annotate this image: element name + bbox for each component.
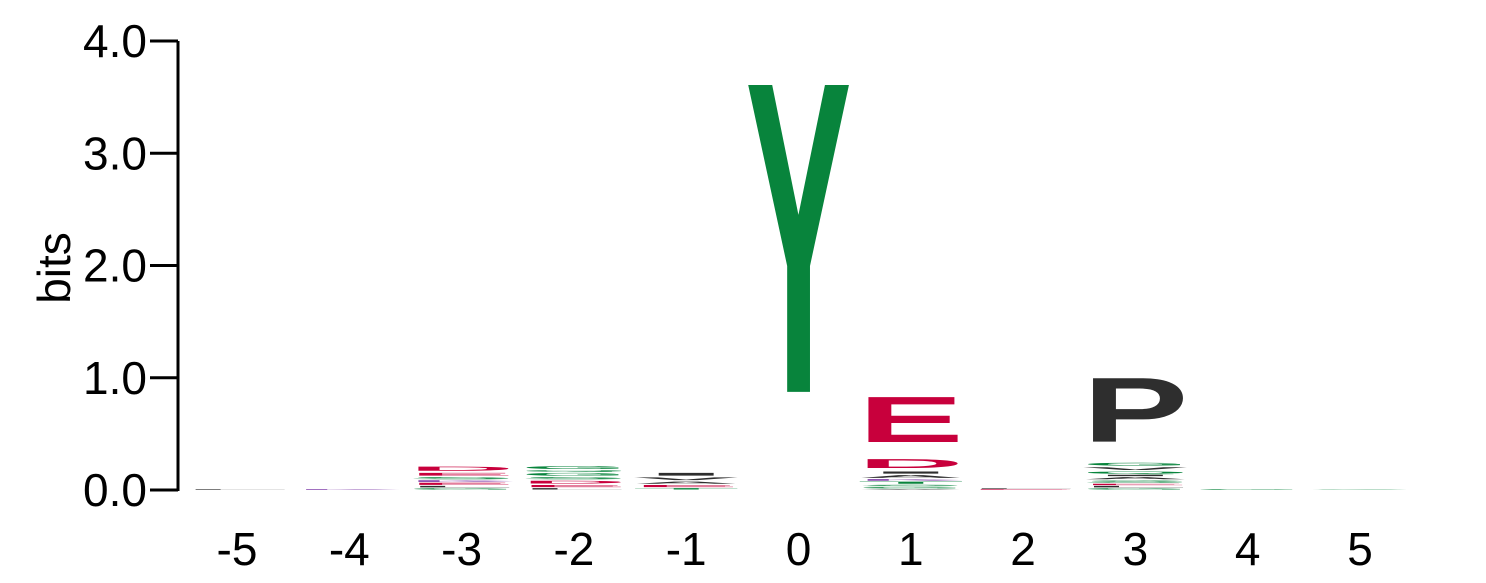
position-label: -2 [553,523,594,575]
y-tick-label: 0.0 [83,464,147,516]
logo-letter-i: I [633,472,739,476]
logo-letter-q: Q [521,470,627,472]
logo-letter-v: V [1082,466,1188,470]
position-label: 3 [1123,523,1149,575]
logo-letter-l: L [970,488,1076,489]
logo-letter-d: D [409,465,515,472]
position-label: -1 [666,523,707,575]
position-label: 4 [1235,523,1261,575]
y-tick-label: 2.0 [83,240,147,292]
logo-letter-i: I [858,471,964,474]
logo-letter-s: S [1082,480,1188,483]
logo-letter-k: K [296,489,402,490]
y-axis: 0.0 1.0 2.0 3.0 4.0 [83,15,180,516]
logo-letter-e: E [409,482,515,485]
logo-letter-s: S [858,484,964,486]
position-label: 1 [898,523,924,575]
logo-letter-t: T [633,488,739,490]
position-label: -4 [329,523,370,575]
logo-letter-d: D [521,480,627,484]
position-label: -3 [441,523,482,575]
logo-letter-e: E [970,489,1076,490]
y-axis-title: bits [28,232,80,304]
y-tick-label: 3.0 [83,127,147,179]
x-axis: -5 -4 -3 -2 -1 0 1 2 3 4 5 [217,523,1373,575]
logo-letter-s: S [521,477,627,480]
position-label: 0 [786,523,812,575]
logo-letter-g: G [858,487,964,489]
logo-letter-p: P [1082,358,1188,462]
logo-letter-g: G [1082,462,1188,466]
logo-letter-g: G [521,472,627,476]
logo-letter-s: S [409,477,515,480]
logo-letter-s: S [1307,489,1413,490]
logo-letter-t: T [858,481,964,484]
logo-letter-l: L [409,486,515,488]
logo-letter-v: V [633,477,739,481]
logo-letter-e: E [1082,483,1188,485]
position-label: -5 [217,523,258,575]
logo-letter-e: E [858,383,964,456]
logo-letter-y: Y [746,0,852,486]
logo-letter-l: L [521,488,627,490]
logo-letter-d: D [858,456,964,471]
logo-letter-k: K [409,480,515,482]
logo-letter-g: G [1195,489,1301,490]
logo-letter-e: E [409,472,515,476]
logo-letter-e: E [633,484,739,487]
logo-letter-g: G [409,488,515,490]
y-tick-label: 1.0 [83,352,147,404]
logo-letter-l: L [1082,486,1188,488]
y-tick-label: 4.0 [83,15,147,67]
logo-letter-k: K [858,479,964,481]
logo-letter-a: A [858,474,964,478]
position-label: 2 [1010,523,1036,575]
logo-letter-q: Q [1082,471,1188,474]
logo-letter-e: E [521,484,627,487]
logo-letter-a: A [858,489,964,490]
logo-letter-g: G [1082,488,1188,490]
logo-letter-a: A [633,481,739,484]
position-label: 5 [1347,523,1373,575]
logo-letter-a: A [1082,477,1188,480]
logo-letter-i: I [1082,474,1188,476]
logo-letter-l: L [184,489,290,490]
logo-letter-g: G [521,465,627,469]
